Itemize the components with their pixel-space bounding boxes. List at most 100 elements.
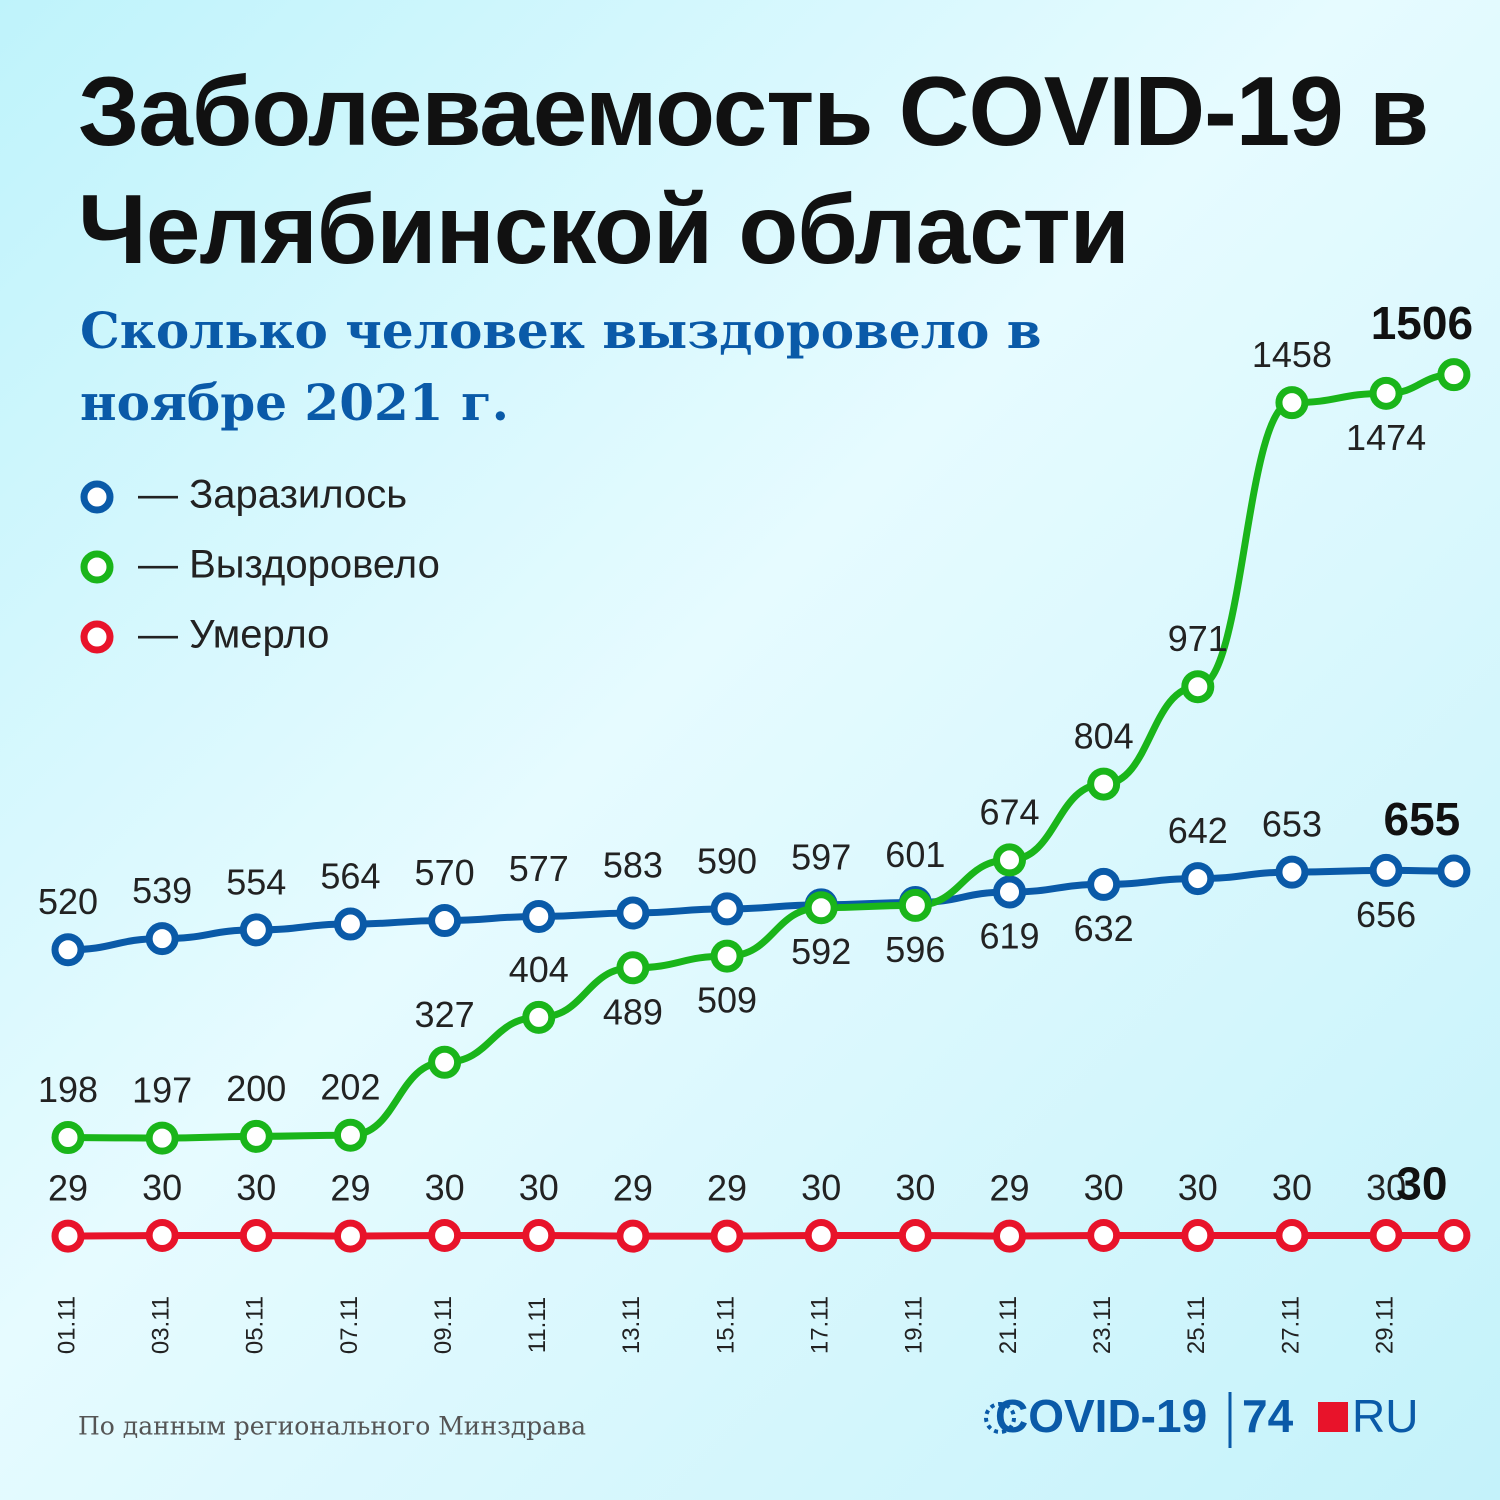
point xyxy=(145,1219,179,1253)
value-label: 971 xyxy=(1168,618,1228,659)
value-label: 30 xyxy=(425,1167,465,1208)
value-label: 590 xyxy=(697,840,757,881)
point xyxy=(804,891,838,925)
value-label: 30 xyxy=(1272,1167,1312,1208)
point xyxy=(1275,1219,1309,1253)
point xyxy=(333,907,367,941)
value-label: 655 xyxy=(1384,793,1461,845)
value-label: 29 xyxy=(989,1168,1029,1209)
value-label: 1474 xyxy=(1346,417,1426,458)
x-tick-label: 15.11 xyxy=(712,1296,739,1354)
point xyxy=(1087,867,1121,901)
x-tick-label: 25.11 xyxy=(1183,1296,1210,1354)
value-label: 804 xyxy=(1074,716,1134,757)
x-tick-label: 19.11 xyxy=(901,1296,928,1354)
value-label: 29 xyxy=(613,1168,653,1209)
point xyxy=(616,1219,650,1253)
value-label: 674 xyxy=(979,791,1039,832)
logo-icon xyxy=(984,1402,1016,1434)
point xyxy=(522,1000,556,1034)
point xyxy=(145,922,179,956)
value-label: 642 xyxy=(1168,810,1228,851)
x-tick-label: 17.11 xyxy=(807,1296,834,1354)
x-tick-label: 29.11 xyxy=(1371,1296,1398,1354)
point xyxy=(1275,855,1309,889)
point xyxy=(616,896,650,930)
point xyxy=(898,1219,932,1253)
point xyxy=(1437,854,1471,888)
value-label: 592 xyxy=(791,931,851,972)
point xyxy=(239,913,273,947)
point xyxy=(51,933,85,967)
value-label: 597 xyxy=(791,836,851,877)
value-label: 520 xyxy=(38,881,98,922)
point xyxy=(1181,1219,1215,1253)
value-label: 619 xyxy=(979,915,1039,956)
point xyxy=(428,1219,462,1253)
point xyxy=(804,1219,838,1253)
point xyxy=(1369,376,1403,410)
legend-marker xyxy=(80,480,114,514)
value-label: 29 xyxy=(707,1168,747,1209)
value-label: 601 xyxy=(885,834,945,875)
point xyxy=(522,1219,556,1253)
value-label: 632 xyxy=(1074,908,1134,949)
value-label: 327 xyxy=(415,994,475,1035)
point xyxy=(51,1121,85,1155)
value-label: 30 xyxy=(1396,1158,1447,1210)
x-tick-label: 01.11 xyxy=(53,1296,80,1354)
value-label: 30 xyxy=(801,1167,841,1208)
x-tick-label: 03.11 xyxy=(147,1296,174,1354)
legend-marker xyxy=(80,550,114,584)
point xyxy=(1181,670,1215,704)
title: Заболеваемость COVID-19 в Челябинской об… xyxy=(78,56,1429,284)
subtitle: Сколько человек выздоровело в ноябре 202… xyxy=(80,301,1042,432)
value-label: 554 xyxy=(226,861,286,902)
x-tick-label: 07.11 xyxy=(336,1296,363,1354)
point xyxy=(1369,1219,1403,1253)
point xyxy=(616,951,650,985)
point xyxy=(522,899,556,933)
series-line xyxy=(64,1231,1458,1240)
value-label: 29 xyxy=(48,1168,88,1209)
point xyxy=(239,1219,273,1253)
legend-label: — Умерло xyxy=(138,613,329,657)
value-label: 198 xyxy=(38,1069,98,1110)
value-label: 656 xyxy=(1356,894,1416,935)
value-label: 30 xyxy=(1084,1167,1124,1208)
value-label: 29 xyxy=(330,1168,370,1209)
x-tick-label: 11.11 xyxy=(524,1297,551,1354)
value-label: 202 xyxy=(320,1067,380,1108)
point xyxy=(428,904,462,938)
value-label: 197 xyxy=(132,1070,192,1111)
legend-label: — Выздоровело xyxy=(138,543,440,587)
value-label: 1458 xyxy=(1252,334,1332,375)
value-label: 30 xyxy=(236,1167,276,1208)
point xyxy=(1437,1219,1471,1253)
value-label: 570 xyxy=(415,852,475,893)
value-label: 200 xyxy=(226,1068,286,1109)
x-tick-label: 27.11 xyxy=(1277,1296,1304,1354)
point xyxy=(333,1118,367,1152)
point xyxy=(1369,853,1403,887)
value-label: 30 xyxy=(895,1167,935,1208)
value-label: 564 xyxy=(320,856,380,897)
logo-text: COVID-19 xyxy=(995,1390,1207,1442)
series-line xyxy=(64,866,1458,954)
point xyxy=(710,1219,744,1253)
value-label: 583 xyxy=(603,844,663,885)
value-label: 596 xyxy=(885,929,945,970)
legend-marker xyxy=(80,620,114,654)
point xyxy=(993,1219,1026,1253)
point xyxy=(51,1219,85,1253)
value-label: 30 xyxy=(142,1167,182,1208)
point xyxy=(333,1219,367,1253)
x-tick-label: 09.11 xyxy=(430,1296,457,1354)
x-tick-label: 05.11 xyxy=(242,1296,269,1354)
point xyxy=(428,1045,462,1079)
value-label: 509 xyxy=(697,980,757,1021)
x-tick-label: 23.11 xyxy=(1089,1296,1116,1354)
value-label: 577 xyxy=(509,848,569,889)
